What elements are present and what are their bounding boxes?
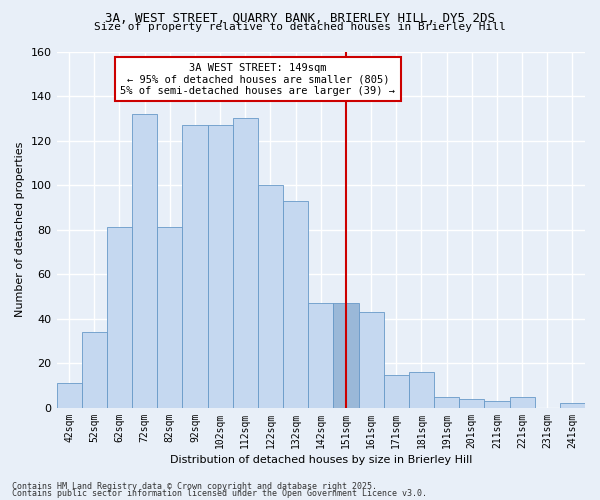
Text: 3A, WEST STREET, QUARRY BANK, BRIERLEY HILL, DY5 2DS: 3A, WEST STREET, QUARRY BANK, BRIERLEY H… [105, 12, 495, 26]
Bar [182, 125, 208, 408]
Bar [208, 125, 233, 408]
Bar [434, 397, 459, 408]
Bar [107, 228, 132, 408]
Bar [56, 384, 82, 408]
Text: Contains public sector information licensed under the Open Government Licence v3: Contains public sector information licen… [12, 489, 427, 498]
X-axis label: Distribution of detached houses by size in Brierley Hill: Distribution of detached houses by size … [170, 455, 472, 465]
Bar [484, 402, 509, 408]
Text: Contains HM Land Registry data © Crown copyright and database right 2025.: Contains HM Land Registry data © Crown c… [12, 482, 377, 491]
Bar [82, 332, 107, 408]
Bar [334, 303, 359, 408]
Bar [359, 312, 383, 408]
Bar [509, 397, 535, 408]
Text: Size of property relative to detached houses in Brierley Hill: Size of property relative to detached ho… [94, 22, 506, 32]
Bar [283, 201, 308, 408]
Y-axis label: Number of detached properties: Number of detached properties [15, 142, 25, 318]
Bar [383, 374, 409, 408]
Bar [409, 372, 434, 408]
Bar [560, 404, 585, 408]
Bar [132, 114, 157, 408]
Bar [157, 228, 182, 408]
Text: 3A WEST STREET: 149sqm
← 95% of detached houses are smaller (805)
5% of semi-det: 3A WEST STREET: 149sqm ← 95% of detached… [121, 62, 395, 96]
Bar [308, 303, 334, 408]
Bar [258, 185, 283, 408]
Bar [459, 399, 484, 408]
Bar [233, 118, 258, 408]
